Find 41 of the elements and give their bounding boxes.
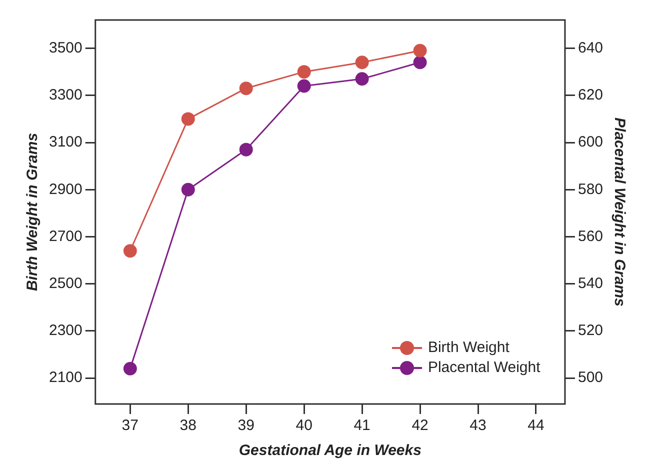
- y-tick-label: 3500: [48, 39, 82, 56]
- y2-tick-label: 560: [578, 228, 604, 245]
- y2-tick-label: 520: [578, 322, 604, 340]
- point: [297, 65, 311, 79]
- y2-tick-label: 640: [578, 39, 604, 56]
- y2-tick-label: 580: [578, 180, 604, 198]
- y-tick-label: 2700: [48, 228, 82, 245]
- point: [123, 244, 137, 258]
- x-tick-label: 43: [470, 417, 486, 434]
- point: [239, 82, 253, 96]
- y-tick-label: 2500: [48, 274, 82, 292]
- y-tick-label: 3300: [48, 86, 82, 104]
- y2-tick-label: 620: [578, 86, 604, 104]
- point: [239, 142, 253, 156]
- y-tick-label: 2100: [48, 369, 82, 386]
- y-axis-title: Birth Weight in Grams: [24, 132, 42, 292]
- x-tick-label: 44: [528, 417, 544, 434]
- x-tick-label: 41: [354, 417, 370, 434]
- y2-axis-title: Placental Weight in Grams: [610, 118, 628, 306]
- point: [123, 362, 137, 376]
- point: [355, 72, 369, 86]
- point: [413, 44, 427, 58]
- x-axis-title: Gestational Age in Weeks: [238, 442, 422, 460]
- point: [181, 112, 195, 126]
- x-tick-label: 38: [180, 417, 196, 434]
- y-tick-label: 2900: [48, 180, 82, 198]
- point: [181, 182, 195, 196]
- y-tick-label: 2300: [48, 322, 82, 340]
- legend-label: Placental Weight: [428, 359, 540, 376]
- x-tick-label: 37: [122, 417, 138, 434]
- point: [297, 79, 311, 93]
- y2-tick-label: 600: [578, 134, 604, 151]
- x-tick-label: 40: [296, 417, 312, 434]
- y2-tick-label: 500: [578, 369, 604, 386]
- point: [413, 56, 427, 70]
- y-tick-label: 3100: [48, 134, 82, 151]
- point: [355, 56, 369, 70]
- legend-label: Birth Weight: [428, 339, 510, 356]
- x-tick-label: 42: [412, 417, 428, 434]
- y2-tick-label: 540: [578, 274, 604, 292]
- x-tick-label: 39: [238, 417, 254, 434]
